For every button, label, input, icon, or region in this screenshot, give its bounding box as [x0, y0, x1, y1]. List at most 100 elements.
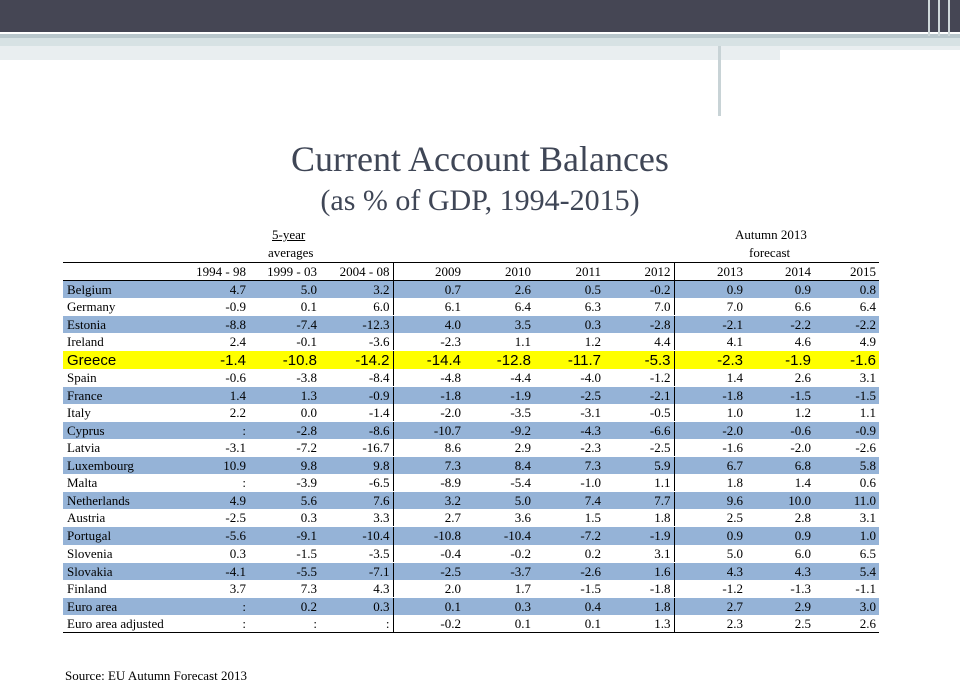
country-name: Belgium [63, 280, 177, 299]
value-cell: 0.3 [249, 509, 320, 528]
value-cell: -2.2 [746, 315, 814, 334]
value-cell: -1.4 [320, 403, 394, 422]
value-cell: 2.3 [674, 614, 746, 633]
value-cell: -2.8 [249, 421, 320, 439]
value-cell: -1.1 [814, 579, 879, 598]
value-cell: -4.0 [534, 368, 604, 387]
value-cell: 1.8 [674, 474, 746, 493]
value-cell: : [177, 614, 249, 633]
value-cell: 2.6 [464, 280, 534, 299]
value-cell: 3.2 [320, 280, 394, 299]
value-cell: 0.3 [320, 597, 394, 615]
value-cell: -0.4 [393, 544, 464, 563]
value-cell: 1.4 [674, 368, 746, 387]
value-cell: 4.3 [746, 562, 814, 580]
value-cell: -2.3 [393, 333, 464, 352]
country-name: Germany [63, 298, 177, 317]
table-row: Portugal -5.6 -9.1 -10.4 -10.8 -10.4 -7.2 -1.9 0… [63, 526, 879, 545]
value-cell: 3.2 [393, 491, 464, 510]
value-cell: -0.2 [604, 280, 675, 299]
value-cell: -10.4 [320, 526, 394, 545]
value-cell: 1.1 [814, 403, 879, 422]
value-cell: 9.6 [674, 491, 746, 510]
table-row: Spain -0.6 -3.8 -8.4 -4.8 -4.4 -4.0 -1.2 1.4 2.6 3… [63, 368, 879, 387]
value-cell: -1.5 [746, 386, 814, 404]
current-account-table: 1994 - 98 1999 - 03 2004 - 08 2009 2010 … [63, 261, 879, 633]
column-header: 2009 [393, 261, 464, 282]
column-header: 2011 [534, 261, 604, 282]
value-cell: -3.1 [534, 403, 604, 422]
value-cell: 0.5 [534, 280, 604, 299]
value-cell: 3.0 [814, 597, 879, 615]
value-cell: 3.3 [320, 509, 394, 528]
country-name: Portugal [63, 526, 177, 545]
value-cell: -6.6 [604, 421, 675, 439]
value-cell: -10.8 [249, 350, 320, 369]
value-cell: 5.8 [814, 456, 879, 475]
forecast-header-bottom: forecast [749, 245, 791, 260]
country-name: Euro area adjusted [63, 614, 177, 633]
value-cell: -7.2 [249, 438, 320, 458]
value-cell: 2.6 [814, 614, 879, 633]
table-row: Slovenia 0.3 -1.5 -3.5 -0.4 -0.2 0.2 3.1 5.0 6.0 6… [63, 544, 879, 563]
value-cell: 1.2 [534, 333, 604, 352]
value-cell: 2.0 [393, 579, 464, 598]
value-cell: -12.3 [320, 315, 394, 334]
value-cell: 5.4 [814, 562, 879, 580]
value-cell: 7.4 [534, 491, 604, 510]
value-cell: 1.8 [604, 509, 675, 528]
country-name: Cyprus [63, 421, 177, 439]
value-cell: -1.9 [604, 526, 675, 545]
value-cell: -2.0 [674, 421, 746, 439]
value-cell: 9.8 [320, 456, 394, 475]
country-name: Spain [63, 368, 177, 387]
country-name: Slovenia [63, 544, 177, 563]
value-cell: 11.0 [814, 491, 879, 510]
country-name: Slovakia [63, 562, 177, 580]
source-note: Source: EU Autumn Forecast 2013 [65, 668, 247, 683]
value-cell: 7.0 [604, 298, 675, 317]
averages-header-bottom: averages [268, 245, 314, 260]
table-row: Luxembourg 10.9 9.8 9.8 7.3 8.4 7.3 5.9 6.7 6.8 5.… [63, 456, 879, 475]
value-cell: -0.9 [814, 421, 879, 439]
column-header: 1999 - 03 [249, 261, 320, 282]
value-cell: -2.0 [393, 403, 464, 422]
value-cell: -1.0 [534, 474, 604, 493]
value-cell: 4.9 [814, 333, 879, 352]
value-cell: 1.3 [604, 614, 675, 633]
value-cell: 5.0 [464, 491, 534, 510]
value-cell: -10.4 [464, 526, 534, 545]
value-cell: -8.9 [393, 474, 464, 493]
value-cell: -2.3 [674, 350, 746, 369]
value-cell: 7.0 [674, 298, 746, 317]
value-cell: -0.2 [464, 544, 534, 563]
value-cell: 0.8 [814, 280, 879, 299]
value-cell: 0.2 [249, 597, 320, 615]
country-name: Netherlands [63, 491, 177, 510]
value-cell: -0.6 [177, 368, 249, 387]
value-cell: -8.6 [320, 421, 394, 439]
column-header: 2010 [464, 261, 534, 282]
value-cell: -1.3 [746, 579, 814, 598]
value-cell: -7.4 [249, 315, 320, 334]
value-cell: 0.1 [464, 614, 534, 633]
value-cell: -3.9 [249, 474, 320, 493]
value-cell: 1.3 [249, 386, 320, 404]
table-row: Greece -1.4 -10.8 -14.2 -14.4 -12.8 -11.7 -5.3-… [63, 350, 879, 369]
value-cell: -5.6 [177, 526, 249, 545]
value-cell: 1.4 [746, 474, 814, 493]
value-cell: -1.8 [393, 386, 464, 404]
value-cell: -5.4 [464, 474, 534, 493]
value-cell: 6.4 [464, 298, 534, 317]
value-cell: -8.8 [177, 315, 249, 334]
value-cell: -0.2 [393, 614, 464, 633]
value-cell: -12.8 [464, 350, 534, 369]
value-cell: -0.9 [177, 298, 249, 317]
value-cell: 4.4 [604, 333, 675, 352]
value-cell: 8.4 [464, 456, 534, 475]
value-cell: -3.1 [177, 438, 249, 458]
value-cell: 6.8 [746, 456, 814, 475]
value-cell: 7.7 [604, 491, 675, 510]
value-cell: -3.7 [464, 562, 534, 580]
value-cell: 0.9 [746, 280, 814, 299]
